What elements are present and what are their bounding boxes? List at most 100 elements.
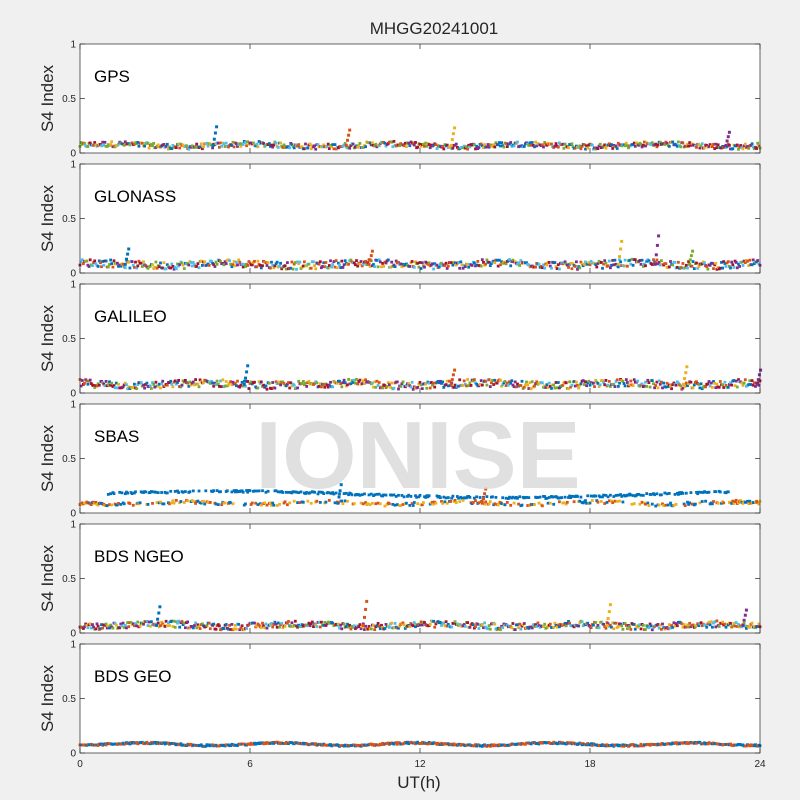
data-point xyxy=(519,384,523,387)
data-point xyxy=(161,266,165,270)
data-point xyxy=(502,145,506,149)
data-point xyxy=(691,260,695,263)
data-point xyxy=(664,385,668,389)
data-point xyxy=(669,501,672,505)
data-point xyxy=(187,263,191,267)
data-point xyxy=(742,144,746,148)
data-point xyxy=(494,141,498,145)
data-point xyxy=(292,499,296,503)
data-point xyxy=(594,494,598,498)
data-point xyxy=(581,624,585,628)
data-point xyxy=(377,492,381,496)
data-point xyxy=(281,146,285,149)
data-point xyxy=(196,382,200,386)
data-point xyxy=(669,260,672,263)
data-point xyxy=(501,383,505,387)
data-point xyxy=(588,501,592,505)
data-point xyxy=(390,260,394,264)
data-point xyxy=(163,625,167,628)
data-point xyxy=(611,621,615,625)
data-point xyxy=(671,383,675,387)
data-point xyxy=(85,259,89,263)
data-point xyxy=(610,143,613,146)
data-point xyxy=(310,620,314,624)
data-point xyxy=(662,381,666,385)
data-point xyxy=(613,258,617,262)
data-point xyxy=(300,623,304,626)
data-point xyxy=(97,383,101,387)
spike-point xyxy=(757,373,761,377)
data-point xyxy=(198,378,202,382)
data-point xyxy=(122,143,126,147)
data-point xyxy=(437,265,441,269)
data-point xyxy=(728,143,731,147)
data-point xyxy=(109,492,112,496)
data-point xyxy=(224,262,228,266)
data-point xyxy=(596,147,600,150)
data-point xyxy=(79,260,83,264)
data-point xyxy=(332,147,336,151)
y-tick-label: 1 xyxy=(70,400,76,411)
data-point xyxy=(577,624,581,628)
data-point xyxy=(341,266,345,269)
data-point xyxy=(122,383,126,387)
data-point xyxy=(347,625,350,629)
data-point xyxy=(238,142,242,145)
data-point xyxy=(655,145,659,149)
data-point xyxy=(445,379,449,383)
data-point xyxy=(580,620,584,624)
data-point xyxy=(246,140,250,144)
data-point xyxy=(361,502,365,506)
data-point xyxy=(488,385,492,388)
data-point xyxy=(400,382,404,386)
spike-point xyxy=(606,617,610,620)
data-point xyxy=(104,622,108,626)
data-point xyxy=(374,502,378,506)
data-point xyxy=(603,625,607,628)
data-point xyxy=(624,141,628,145)
data-point xyxy=(493,502,497,506)
data-point xyxy=(639,142,643,146)
data-point xyxy=(543,622,547,626)
data-point xyxy=(186,499,190,503)
data-point xyxy=(517,626,520,630)
data-point xyxy=(699,490,703,494)
data-point xyxy=(96,624,100,628)
spike-point xyxy=(744,608,748,612)
data-point xyxy=(568,621,571,625)
spike-point xyxy=(158,605,162,609)
data-point xyxy=(195,265,199,268)
data-point xyxy=(135,387,139,391)
data-point xyxy=(722,260,726,263)
data-point xyxy=(628,625,632,629)
data-point xyxy=(592,381,595,385)
data-point xyxy=(109,143,112,146)
data-point xyxy=(477,146,481,149)
data-point xyxy=(283,264,287,268)
data-point xyxy=(534,623,537,626)
data-point xyxy=(327,264,331,267)
data-point xyxy=(508,258,511,261)
data-point xyxy=(607,499,611,503)
data-point xyxy=(439,496,442,500)
data-point xyxy=(556,263,560,267)
data-point xyxy=(236,145,239,148)
data-point xyxy=(533,503,536,506)
data-point xyxy=(256,259,260,263)
data-point xyxy=(222,142,226,146)
data-point xyxy=(473,143,476,147)
data-point xyxy=(269,501,272,505)
data-point xyxy=(397,261,400,264)
data-point xyxy=(142,260,145,264)
data-point xyxy=(134,622,137,625)
data-point xyxy=(461,266,465,270)
y-axis-label: S4 Index xyxy=(38,664,57,732)
data-point xyxy=(208,382,212,385)
data-point xyxy=(732,622,736,625)
data-point xyxy=(554,265,558,269)
data-point xyxy=(732,379,736,382)
data-point xyxy=(599,500,603,503)
data-point xyxy=(170,619,174,623)
data-point xyxy=(582,383,586,386)
